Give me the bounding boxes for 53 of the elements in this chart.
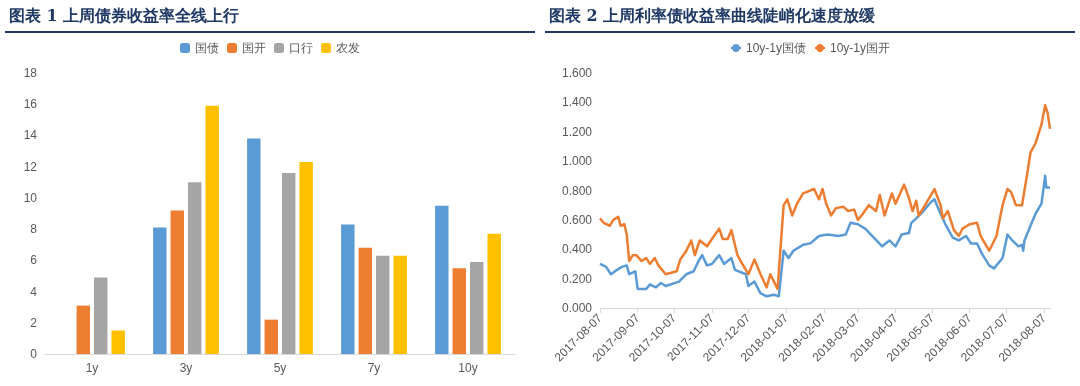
x-tick-label: 1y [85, 361, 99, 375]
y-tick-label: 0 [30, 347, 38, 361]
chart-title: 图表 1 上周债券收益率全线上行 [5, 0, 535, 33]
y-tick-label: 0.400 [561, 242, 593, 257]
legend-label: 口行 [289, 41, 313, 55]
y-tick-label: 2 [30, 315, 38, 330]
bar [393, 255, 407, 354]
y-tick-label: 14 [23, 128, 38, 143]
y-tick-label: 12 [23, 159, 38, 174]
bar [205, 105, 219, 354]
bar [76, 305, 90, 354]
y-tick-label: 1.400 [561, 95, 593, 110]
y-tick-label: 4 [30, 284, 38, 299]
bar [470, 261, 484, 354]
y-tick-label: 16 [23, 97, 38, 112]
x-tick-label: 10y [458, 361, 478, 375]
legend-label: 农发 [336, 41, 360, 55]
y-tick-label: 1.600 [561, 66, 593, 80]
bar [188, 182, 202, 354]
x-tick-label: 5y [273, 361, 287, 375]
y-tick-label: 6 [30, 253, 38, 268]
line-series [598, 104, 1052, 291]
bar [170, 210, 184, 354]
y-tick-label: 0.200 [561, 271, 593, 286]
x-tick-label: 3y [179, 361, 193, 375]
x-tick-label: 7y [367, 361, 381, 375]
legend-label: 国债 [195, 41, 219, 55]
y-tick-label: 0.600 [561, 212, 593, 227]
bar [153, 227, 167, 354]
bar [487, 233, 501, 354]
y-tick-label: 0.000 [561, 301, 593, 315]
legend-label: 国开 [242, 41, 266, 55]
bar [282, 172, 296, 354]
bar [341, 224, 355, 354]
legend-label: 10y-1y国债 [745, 41, 807, 55]
y-tick-label: 18 [23, 66, 38, 80]
y-tick-label: 0.800 [561, 183, 593, 198]
bar [376, 255, 390, 354]
legend-label: 10y-1y国开 [830, 41, 891, 55]
line-series [598, 174, 1052, 298]
bar [452, 268, 466, 354]
bar [358, 247, 372, 354]
bar [299, 161, 313, 354]
y-tick-label: 10 [23, 190, 38, 205]
y-tick-label: 8 [30, 222, 38, 237]
chart-title: 图表 2 上周利率债收益率曲线陡峭化速度放缓 [545, 0, 1075, 33]
bar [94, 277, 108, 354]
bar [111, 330, 125, 354]
bar [435, 205, 449, 354]
y-tick-label: 1.000 [561, 154, 593, 169]
bar [264, 319, 278, 354]
y-tick-label: 1.200 [561, 124, 593, 139]
bar [247, 138, 261, 354]
